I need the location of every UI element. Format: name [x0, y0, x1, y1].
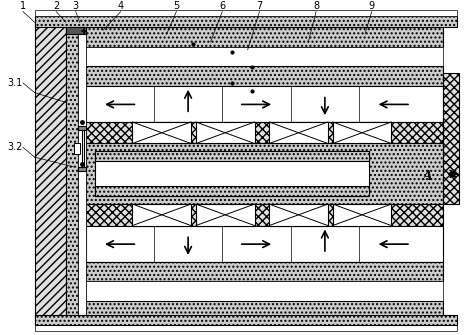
Bar — [333, 122, 392, 143]
Bar — [86, 281, 443, 301]
Bar — [78, 126, 86, 130]
Text: 7: 7 — [256, 1, 263, 11]
Bar — [86, 47, 443, 66]
Text: 5: 5 — [173, 1, 180, 11]
Bar — [333, 204, 392, 225]
Bar — [443, 73, 459, 204]
Bar — [35, 316, 457, 325]
Bar — [35, 17, 66, 325]
Bar — [196, 122, 255, 143]
Bar — [35, 325, 457, 331]
Bar — [86, 262, 443, 281]
Text: 8: 8 — [313, 1, 319, 11]
Text: 9: 9 — [369, 1, 375, 11]
Bar — [95, 151, 369, 196]
Text: A: A — [423, 170, 432, 183]
Bar — [66, 27, 86, 34]
Bar — [86, 122, 443, 143]
Bar — [269, 204, 328, 225]
Text: 4: 4 — [118, 1, 124, 11]
Bar — [196, 204, 255, 225]
Bar — [86, 27, 443, 47]
Text: 3.2: 3.2 — [8, 142, 23, 152]
Text: 3: 3 — [73, 1, 79, 11]
Bar — [35, 10, 457, 15]
Bar — [86, 301, 443, 320]
Bar — [269, 122, 328, 143]
Bar — [74, 142, 79, 154]
Text: 2: 2 — [53, 1, 59, 11]
Bar — [86, 204, 443, 225]
Bar — [133, 122, 191, 143]
Bar — [95, 187, 369, 196]
Bar — [66, 17, 78, 325]
Bar — [86, 225, 443, 262]
Bar — [133, 204, 191, 225]
Text: 1: 1 — [20, 1, 26, 11]
Bar — [78, 167, 86, 171]
Bar — [86, 86, 443, 122]
Bar — [86, 143, 443, 204]
Text: 6: 6 — [219, 1, 225, 11]
Bar — [95, 151, 369, 161]
Bar — [78, 17, 86, 325]
Bar — [86, 66, 443, 86]
Text: 3.1: 3.1 — [8, 78, 23, 88]
Bar — [35, 15, 457, 27]
